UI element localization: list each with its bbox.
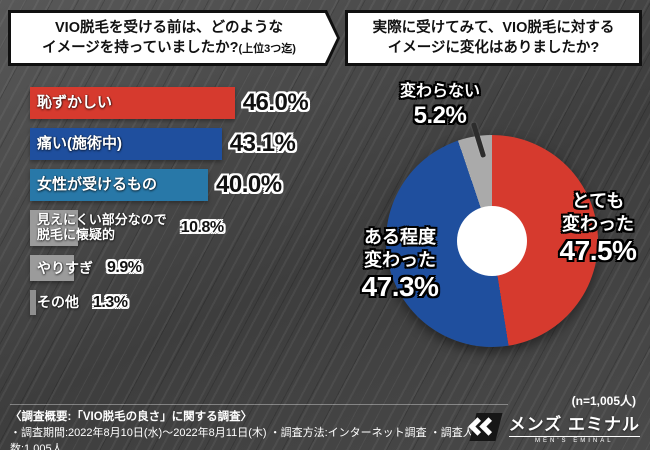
logo-name: メンズ エミナル: [508, 415, 640, 434]
bar-category-label: 見えにくい部分なので 脱毛に懐疑的: [37, 212, 167, 242]
sample-size-note: (n=1,005人): [571, 394, 636, 408]
question-before-line2-main: イメージを持っていましたか?: [42, 40, 239, 56]
bar-category-label: 恥ずかしい: [37, 94, 113, 112]
bar-row: 恥ずかしい 46.0%: [30, 87, 345, 119]
bar: [30, 255, 75, 281]
bar: [30, 290, 36, 315]
survey-detail-line1: ・調査期間:2022年8月10日(水)〜2022年8月11日(木) ・調査方法:…: [10, 427, 474, 450]
bar: [30, 210, 79, 246]
bar-category-label: やりすぎ: [37, 259, 93, 276]
pie-label-unchanged-value: 5.2%: [413, 102, 467, 129]
bar-row: やりすぎ 9.9%: [30, 255, 345, 281]
bar-category-label: その他: [37, 294, 79, 311]
bar: [30, 128, 222, 160]
bar-category-label: 女性が受けるもの: [37, 176, 158, 194]
chevron-left-icon: [478, 417, 498, 436]
bar-value-label: 43.1%: [229, 130, 296, 157]
bar-row: その他 1.3%: [30, 290, 345, 315]
bar-chart: 恥ずかしい 46.0% 痛い(施術中) 43.1% 女性が受けるもの 40.0% 見えにくい…: [30, 87, 345, 324]
bar: [30, 169, 208, 201]
logo-subtitle: MEN'S EMINAL: [508, 436, 640, 444]
pie-panel: 変わらない 5.2% とても 変わった 47.5% ある程度 変わった 47.3…: [338, 78, 650, 403]
bar-row: 見えにくい部分なので 脱毛に懐疑的 10.8%: [30, 210, 345, 246]
survey-overview-heading: 〈調査概要:「VIO脱毛の良さ」に関する調査〉: [10, 411, 253, 423]
question-before-line2-note: (上位3つ迄): [238, 43, 296, 55]
pie-label-changed-somewhat-text: ある程度 変わった: [364, 227, 436, 270]
question-box-before: VIO脱毛を受ける前は、どのような イメージを持っていましたか?(上位3つ迄): [8, 10, 340, 66]
question-before-line1: VIO脱毛を受ける前は、どのような: [55, 19, 283, 36]
question-after-line2: イメージに変化はありましたか?: [387, 40, 600, 56]
bar-value-label: 10.8%: [180, 219, 224, 236]
question-after-line1: 実際に受けてみて、VIO脱毛に対する: [372, 19, 615, 36]
bar: [30, 87, 235, 119]
pie-label-changed-a-lot-value: 47.5%: [559, 235, 637, 266]
bar-value-label: 46.0%: [242, 89, 309, 116]
survey-details: 〈調査概要:「VIO脱毛の良さ」に関する調査〉 ・調査期間:2022年8月10日…: [10, 404, 508, 450]
pie-label-unchanged-text: 変わらない: [399, 83, 480, 100]
pie-chart: [386, 135, 598, 347]
double-chevron-icon: [467, 412, 501, 442]
question-box-after: 実際に受けてみて、VIO脱毛に対する イメージに変化はありましたか?: [345, 10, 642, 66]
question-before-line2: イメージを持っていましたか?(上位3つ迄): [42, 38, 296, 58]
pie-label-changed-a-lot-text: とても 変わった: [562, 191, 634, 234]
pie-label-changed-somewhat-value: 47.3%: [361, 271, 439, 302]
pie-label-unchanged: 変わらない 5.2%: [380, 82, 500, 130]
bar-row: 女性が受けるもの 40.0%: [30, 169, 345, 201]
pie-label-changed-somewhat: ある程度 変わった 47.3%: [344, 226, 456, 303]
bar-value-label: 40.0%: [216, 171, 282, 198]
logo-text: メンズ エミナル MEN'S EMINAL: [508, 410, 640, 444]
bar-value-label: 9.9%: [107, 259, 142, 276]
question-box-before-inner: VIO脱毛を受ける前は、どのような イメージを持っていましたか?(上位3つ迄): [11, 13, 337, 63]
bar-value-label: 1.3%: [93, 293, 128, 311]
pie-label-changed-a-lot: とても 変わった 47.5%: [546, 190, 650, 267]
bar-category-label: 痛い(施術中): [37, 135, 122, 153]
bar-row: 痛い(施術中) 43.1%: [30, 128, 345, 160]
brand-logo: メンズ エミナル MEN'S EMINAL: [467, 410, 640, 444]
